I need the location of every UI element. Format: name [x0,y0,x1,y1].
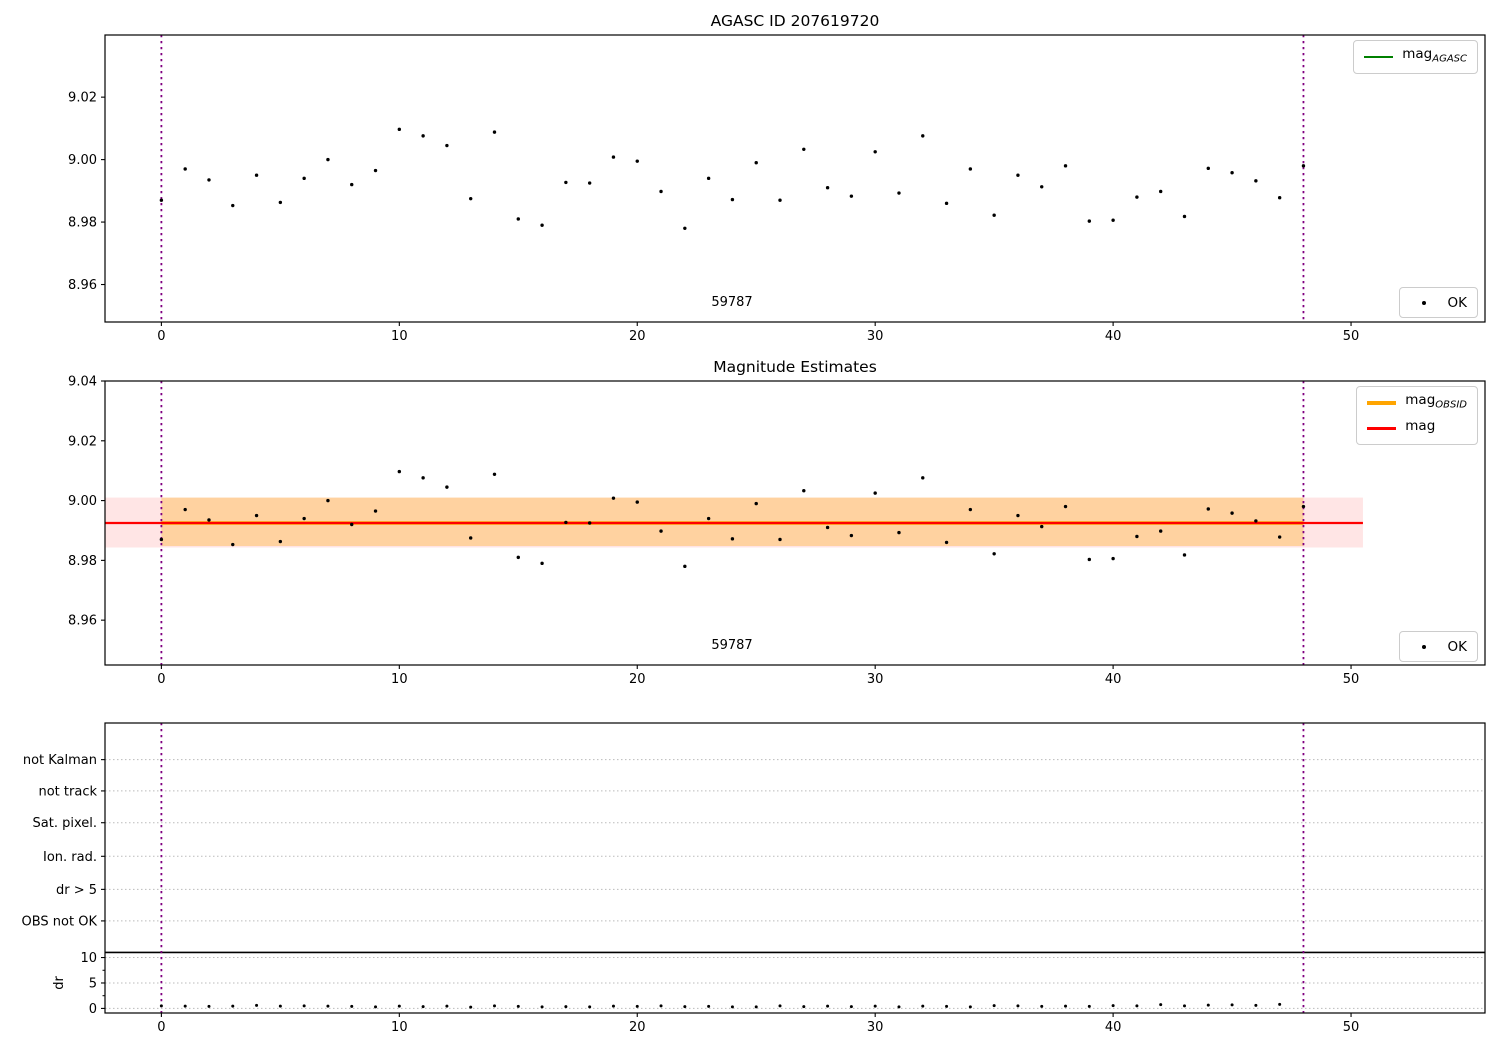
obsid-annotation-panel2: 59787 [711,638,753,653]
flag-label: Ion. rad. [43,850,97,865]
x-tick-label: 50 [1343,329,1360,344]
x-tick-label: 30 [867,1020,884,1035]
dr-tick-label: 0 [89,1002,97,1017]
y-axis-ticks: 9.04 9.02 9.00 8.98 8.96 [68,375,105,629]
legend-label: mag [1405,417,1436,434]
flag-label: not track [38,784,97,799]
y-axis-ticks: 9.02 9.00 8.98 8.96 [68,91,105,293]
flag-label: Sat. pixel. [33,816,97,831]
dr-points [159,1002,1282,1009]
legend-label: OK [1447,638,1467,655]
agasc-mag-plot: 0 10 20 30 40 50 9.02 9.00 8.98 8.96 [68,34,1486,344]
panel1-legend: magAGASC [1353,40,1478,74]
legend-item-mag: mag [1367,418,1467,440]
x-tick-label: 0 [157,672,165,687]
plot-border [104,34,1486,323]
y-tick-label: 9.04 [68,375,97,390]
x-tick-label: 20 [629,329,646,344]
dr-axis-label: dr [52,976,67,990]
x-tick-label: 10 [391,329,408,344]
y-tick-label: 8.96 [68,278,97,293]
y-tick-label: 9.02 [68,434,97,449]
x-axis-ticks: 0 10 20 30 40 50 [157,322,1359,344]
mag-agasc-line-sample [1364,55,1394,59]
flags-dr-plot: not Kalman not track Sat. pixel. Ion. rad. d… [22,722,1486,1035]
legend-label: magOBSID [1405,392,1467,411]
plot-border [104,380,1486,666]
y-tick-label: 9.00 [68,153,97,168]
legend-item-mag-obsid: magOBSID [1367,392,1467,414]
x-tick-label: 50 [1343,1020,1360,1035]
obsid-annotation-panel1: 59787 [711,295,753,310]
flag-category-labels: not Kalman not track Sat. pixel. Ion. rad. d… [22,753,98,1017]
x-tick-label: 0 [157,1020,165,1035]
panel2-ok-legend: OK [1398,631,1478,662]
flag-label: dr > 5 [56,883,97,898]
x-tick-label: 20 [629,1020,646,1035]
flag-label: not Kalman [23,753,97,768]
x-tick-label: 30 [867,672,884,687]
x-tick-label: 50 [1343,672,1360,687]
x-tick-label: 10 [391,672,408,687]
x-axis-ticks: 0 10 20 30 40 50 [157,665,1359,687]
mag-points [159,127,1306,231]
dr-tick-label: 10 [80,951,97,966]
mag-line-sample [1367,427,1397,430]
x-tick-label: 10 [391,1020,408,1035]
legend-label: magAGASC [1402,46,1467,65]
dr-tick-label: 5 [89,976,97,991]
flag-label: OBS not OK [22,914,98,929]
legend-item-mag-agasc: magAGASC [1364,46,1467,68]
dotted-gridlines [105,759,1485,1009]
panel2-legend: magOBSID mag [1356,386,1478,446]
x-tick-label: 0 [157,329,165,344]
y-tick-label: 9.00 [68,494,97,509]
x-tick-label: 30 [867,329,884,344]
x-axis-ticks: 0 10 20 30 40 50 [157,1013,1359,1035]
y-tick-label: 8.98 [68,216,97,231]
y-tick-label: 8.98 [68,554,97,569]
ok-marker-sample [1410,300,1439,305]
magnitude-estimates-plot: 0 10 20 30 40 50 9.04 9.02 9.00 8.98 8.96 [68,375,1486,687]
legend-label: OK [1447,294,1467,311]
panel1-ok-legend: OK [1398,287,1478,318]
obsid-boundary-lines [160,35,1305,322]
mag-obsid-line-sample [1367,401,1397,405]
y-tick-label: 9.02 [68,91,97,106]
x-tick-label: 40 [1105,1020,1122,1035]
legend-item-ok: OK [1410,637,1467,656]
panel1-title: AGASC ID 207619720 [710,12,880,30]
y-tick-label: 8.96 [68,614,97,629]
legend-item-ok: OK [1410,293,1467,312]
x-tick-label: 40 [1105,329,1122,344]
mag-points [159,469,1306,569]
plot-border [104,722,1486,1014]
panel2-title: Magnitude Estimates [713,358,877,376]
ok-marker-sample [1410,644,1439,649]
x-tick-label: 40 [1105,672,1122,687]
x-tick-label: 20 [629,672,646,687]
obsid-boundary-lines [160,723,1305,1013]
